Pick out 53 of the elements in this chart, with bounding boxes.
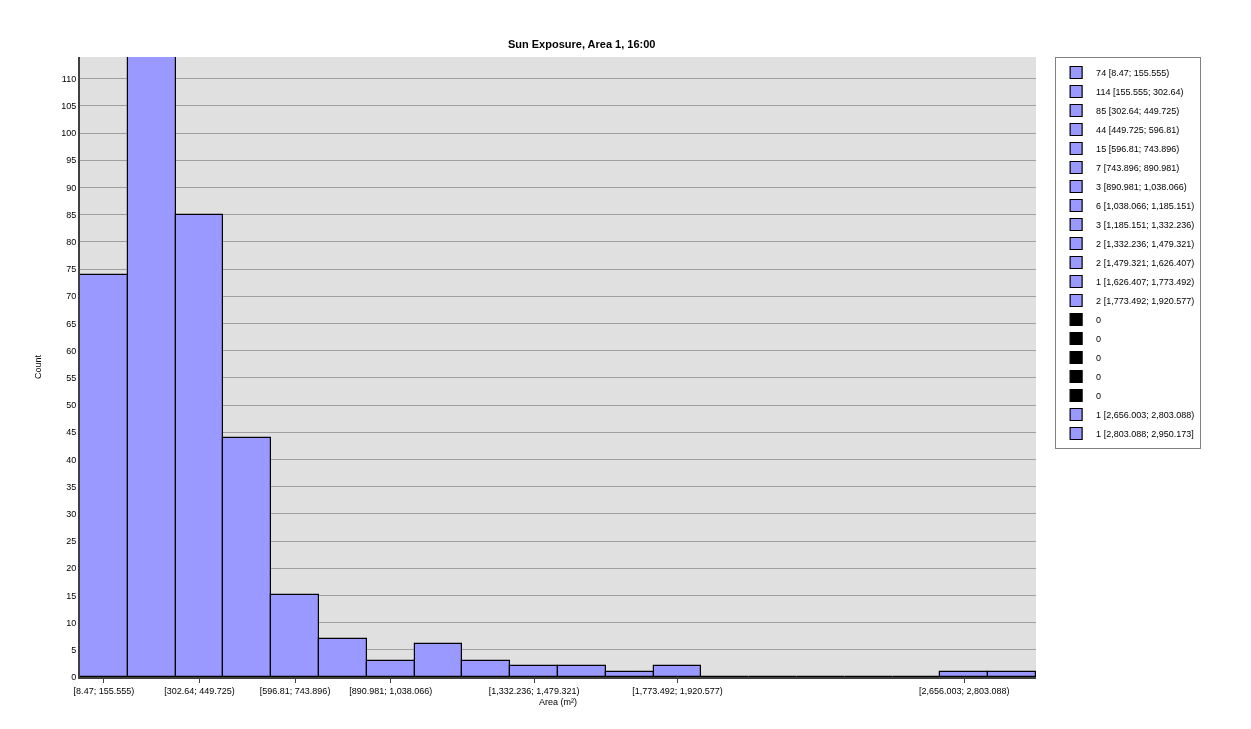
legend-label: 0 xyxy=(1096,315,1102,326)
legend-label: 1 [2,803.088; 2,950.173] xyxy=(1096,429,1194,440)
x-tick-label: [302.64; 449.725) xyxy=(164,685,235,696)
y-tick-label: 105 xyxy=(61,101,77,112)
legend-label: 15 [596.81; 743.896) xyxy=(1096,144,1180,155)
legend-label: 74 [8.47; 155.555) xyxy=(1096,68,1170,79)
legend-label: 0 xyxy=(1096,334,1102,345)
y-tick-label: 0 xyxy=(71,672,77,683)
legend-label: 85 [302.64; 449.725) xyxy=(1096,106,1180,117)
legend-label: 0 xyxy=(1096,353,1102,364)
legend-label: 0 xyxy=(1096,391,1102,402)
y-tick-label: 85 xyxy=(66,209,77,220)
x-tick-label: [1,332.236; 1,479.321) xyxy=(488,685,580,696)
y-tick-label: 35 xyxy=(66,481,77,492)
y-tick-label: 60 xyxy=(66,345,77,356)
y-tick-label: 25 xyxy=(66,536,77,547)
legend-label: 2 [1,332.236; 1,479.321) xyxy=(1096,239,1195,250)
x-tick-label: [596.81; 743.896) xyxy=(259,685,331,696)
legend-label: 3 [890.981; 1,038.066) xyxy=(1096,182,1187,193)
y-tick-label: 110 xyxy=(61,73,77,84)
x-tick-label: [2,656.003; 2,803.088) xyxy=(919,685,1010,696)
y-tick-label: 45 xyxy=(66,427,77,438)
y-tick-label: 50 xyxy=(66,400,77,411)
x-tick-label: [890.981; 1,038.066) xyxy=(349,685,433,696)
y-tick-label: 30 xyxy=(66,508,77,519)
legend-label: 1 [2,656.003; 2,803.088) xyxy=(1096,410,1195,421)
legend-label: 0 xyxy=(1096,372,1102,383)
legend-label: 7 [743.896; 890.981) xyxy=(1096,163,1180,174)
y-tick-label: 80 xyxy=(66,237,77,248)
y-tick-label: 90 xyxy=(66,182,77,193)
x-tick-label: [8.47; 155.555) xyxy=(73,685,135,696)
y-tick-label: 55 xyxy=(66,373,77,384)
y-tick-label: 20 xyxy=(66,563,77,574)
y-tick-label: 70 xyxy=(66,291,77,302)
legend-label: 3 [1,185.151; 1,332.236) xyxy=(1096,220,1195,231)
y-tick-label: 100 xyxy=(61,128,77,139)
legend-label: 6 [1,038.066; 1,185.151) xyxy=(1096,201,1195,212)
y-axis-title: Count xyxy=(33,354,44,380)
y-tick-label: 65 xyxy=(66,318,77,329)
y-tick-label: 15 xyxy=(66,590,77,601)
x-tick-label: [1,773.492; 1,920.577) xyxy=(632,685,723,696)
x-axis-title: Area (m²) xyxy=(539,697,577,708)
legend-label: 44 [449.725; 596.81) xyxy=(1096,125,1180,136)
legend-label: 2 [1,479.321; 1,626.407) xyxy=(1096,258,1195,269)
y-tick-label: 95 xyxy=(66,155,77,166)
y-tick-label: 75 xyxy=(66,264,77,275)
legend-label: 1 [1,626.407; 1,773.492) xyxy=(1096,277,1195,288)
y-tick-label: 40 xyxy=(66,454,77,465)
y-tick-label: 10 xyxy=(66,617,77,628)
legend-label: 2 [1,773.492; 1,920.577) xyxy=(1096,296,1195,307)
y-tick-label: 5 xyxy=(71,644,77,655)
legend-label: 114 [155.555; 302.64) xyxy=(1096,87,1184,98)
chart-title: Sun Exposure, Area 1, 16:00 xyxy=(507,37,656,50)
